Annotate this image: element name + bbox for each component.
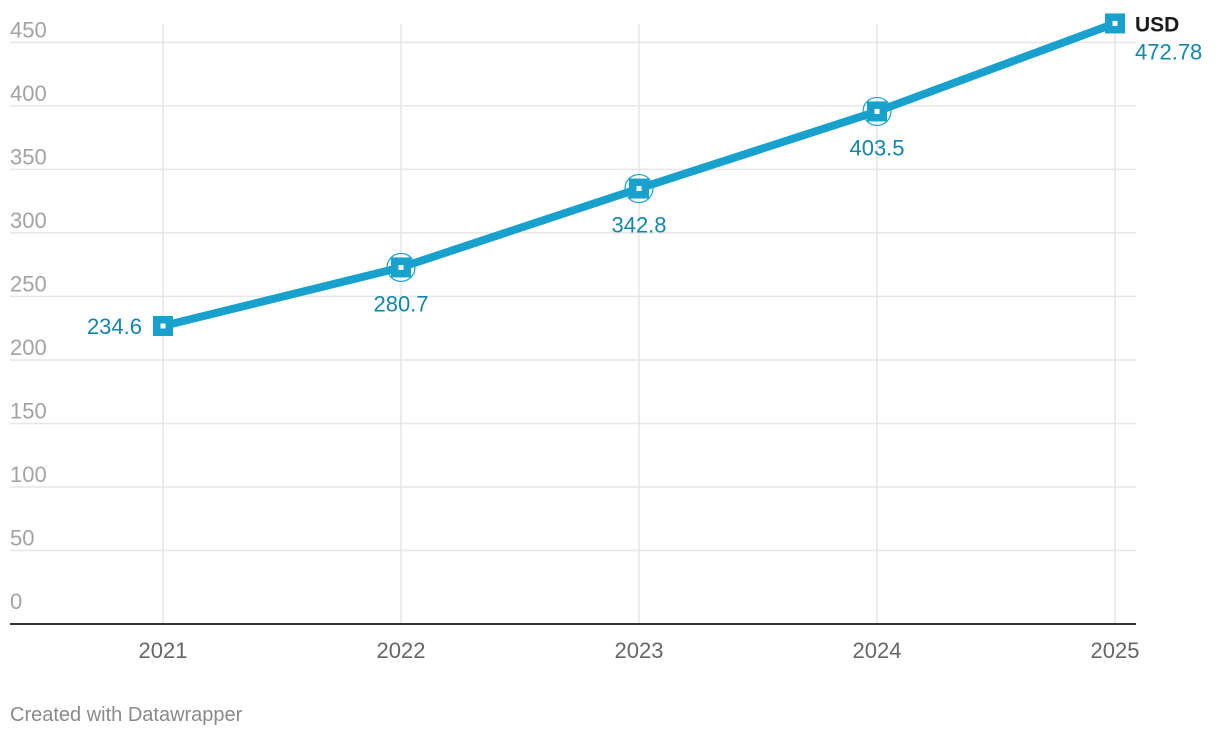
y-tick-label: 100 [10, 462, 47, 487]
point-ring [386, 252, 416, 283]
y-tick-label: 250 [10, 271, 47, 296]
x-axis: 2021 2022 2023 2024 2025 [139, 638, 1140, 663]
x-tick-label: 2022 [377, 638, 426, 663]
y-axis: 0 50 100 150 200 250 300 350 400 450 [10, 17, 47, 614]
point-ring [862, 96, 892, 127]
data-point-marker-center [398, 264, 404, 270]
y-tick-label: 400 [10, 81, 47, 106]
data-label: 234.6 [87, 314, 142, 339]
series-usd [153, 13, 1125, 336]
x-tick-label: 2024 [853, 638, 902, 663]
x-tick-label: 2025 [1091, 638, 1140, 663]
data-point-marker-center [874, 108, 880, 114]
y-tick-label: 50 [10, 525, 34, 550]
data-point-marker-center [1112, 20, 1118, 26]
y-tick-label: 150 [10, 398, 47, 423]
y-tick-label: 300 [10, 208, 47, 233]
y-tick-label: 350 [10, 144, 47, 169]
data-point-marker-center [636, 186, 642, 192]
point-ring [624, 173, 654, 204]
grid [10, 24, 1136, 624]
data-labels: 234.6 280.7 342.8 403.5 472.78 USD [87, 13, 1202, 339]
y-tick-label: 200 [10, 335, 47, 360]
data-label: 472.78 [1135, 39, 1202, 64]
x-tick-label: 2023 [615, 638, 664, 663]
x-tick-label: 2021 [139, 638, 188, 663]
data-label: 280.7 [373, 291, 428, 316]
y-tick-label: 0 [10, 589, 22, 614]
series-label-usd: USD [1135, 13, 1179, 36]
datawrapper-credit[interactable]: Created with Datawrapper [10, 704, 243, 726]
y-tick-label: 450 [10, 17, 47, 42]
data-label: 403.5 [849, 135, 904, 160]
data-label: 342.8 [611, 213, 666, 238]
data-point-marker-center [160, 323, 166, 329]
